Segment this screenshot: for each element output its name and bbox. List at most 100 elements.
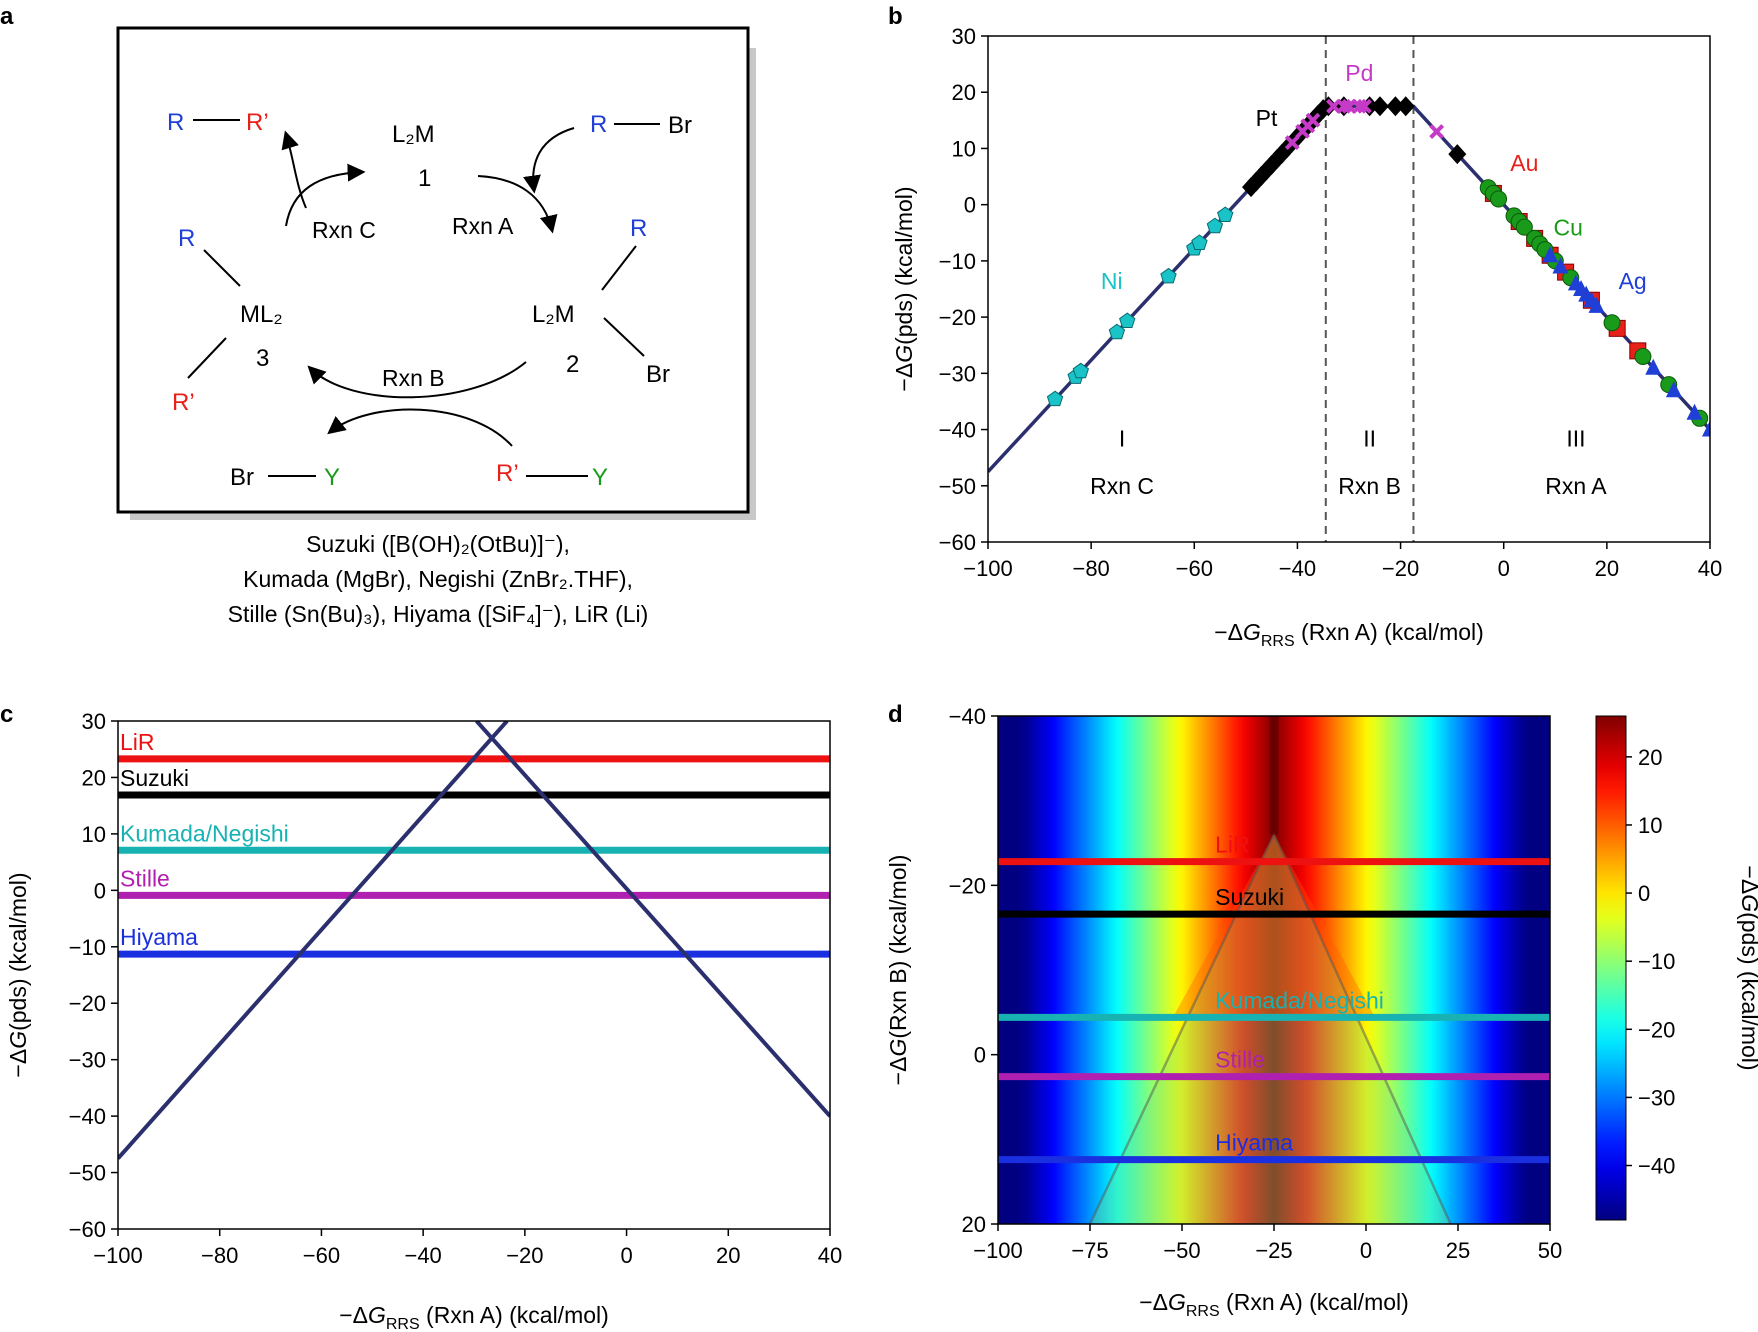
x-axis-label: −ΔGRRS (Rxn A) (kcal/mol) — [339, 1302, 609, 1332]
chart-d-frame — [997, 715, 1551, 1225]
series-label-Pt: Pt — [1256, 105, 1278, 131]
point-Ag — [1665, 381, 1682, 398]
region-roman: III — [1566, 425, 1585, 451]
point-Ni — [1046, 390, 1064, 407]
point-Cu — [1634, 347, 1652, 365]
y-tick-label: −30 — [939, 361, 976, 386]
y-tick-label: 30 — [952, 24, 976, 49]
hline-label-LiR: LiR — [120, 729, 155, 755]
y-tick-label: −50 — [939, 474, 976, 499]
point-Pd — [1429, 124, 1445, 139]
x-tick-label: −25 — [1255, 1238, 1292, 1263]
point-Ni — [1217, 206, 1234, 223]
rxnC-label: Rxn C — [312, 217, 376, 243]
y-axis-label: −ΔG(Rxn B) (kcal/mol) — [885, 855, 911, 1086]
colorbar-tick-label: −10 — [1638, 949, 1675, 974]
y-tick-label: 20 — [82, 765, 106, 790]
label-G: G — [891, 345, 917, 363]
label-G: G — [368, 1302, 386, 1328]
region-rxn: Rxn B — [1338, 473, 1401, 499]
hline-label-Kumada/Negishi: Kumada/Negishi — [120, 820, 289, 846]
rxnB-label: Rxn B — [382, 365, 445, 391]
colorbar-tick-label: −40 — [1638, 1154, 1675, 1179]
point-Pt — [1319, 96, 1338, 117]
series-label-Pd: Pd — [1345, 60, 1373, 86]
y-tick-label: −20 — [949, 873, 986, 898]
hline-label-Hiyama: Hiyama — [1215, 1130, 1293, 1156]
y-tick-label: −60 — [69, 1217, 106, 1242]
x-tick-label: −80 — [201, 1243, 238, 1268]
x-tick-label: −100 — [973, 1238, 1023, 1263]
R-label: R — [590, 111, 607, 138]
label-G: G — [1243, 619, 1261, 645]
L2M-2-label: L₂M — [532, 301, 575, 328]
y-tick-label: −40 — [69, 1104, 106, 1129]
y-tick-label: −30 — [69, 1048, 106, 1073]
y-tick-label: −10 — [69, 935, 106, 960]
x-tick-label: 25 — [1446, 1238, 1470, 1263]
x-tick-label: −80 — [1072, 556, 1109, 581]
y-tick-label: −50 — [69, 1161, 106, 1186]
point-Ni — [1160, 267, 1177, 284]
hline-label-Kumada/Negishi: Kumada/Negishi — [1215, 987, 1384, 1013]
x-tick-label: −40 — [404, 1243, 441, 1268]
y-tick-label: 0 — [94, 878, 106, 903]
colorbar-tick-label: 20 — [1638, 745, 1662, 770]
point-Pd — [1357, 98, 1372, 114]
colorbar — [1595, 715, 1627, 1221]
compound-3-number: 3 — [256, 345, 269, 372]
label-prefix: −Δ — [1214, 619, 1243, 645]
rxnA-label: Rxn A — [452, 213, 514, 239]
series-Ni — [1046, 206, 1234, 407]
arrow-rxnC-to-1 — [285, 163, 366, 227]
arrow-rxnB — [307, 361, 527, 399]
point-Cu — [1515, 218, 1533, 236]
panel-d: d LiR Suzuki Kumada/Negishi Stille Hiyama −10… — [885, 701, 1758, 1320]
colorbar-tick-label: 0 — [1638, 881, 1650, 906]
label-rest: (pds) (kcal/mol) — [5, 872, 31, 1030]
label-G: G — [885, 1039, 911, 1057]
plot-area-b — [988, 36, 1710, 542]
caption-line-3: Stille (Sn(Bu)₃), Hiyama ([SiF₄]⁻), LiR … — [228, 601, 649, 627]
x-tick-label: −20 — [1382, 556, 1419, 581]
hline-label-Suzuki: Suzuki — [120, 765, 189, 791]
caption-line-1: Suzuki ([B(OH)₂(OtBu)]⁻), — [306, 531, 570, 557]
panel-label-a: a — [0, 3, 14, 30]
point-Ni — [1206, 217, 1224, 234]
plot-area-d — [998, 716, 1550, 1224]
compound-2-number: 2 — [566, 351, 579, 378]
panel-label-d: d — [888, 701, 903, 728]
point-Ag — [1588, 296, 1605, 313]
point-Pt — [1370, 96, 1389, 117]
panel-a: a R R’ L₂M 1 R Br Rxn C Rxn A R ML₂ 3 R’… — [0, 3, 756, 627]
panel-label-b: b — [888, 3, 903, 30]
x-tick-label: 0 — [1498, 556, 1510, 581]
arrow-RBr-in — [523, 127, 575, 194]
Br-label: Br — [646, 361, 670, 388]
point-Ag — [1542, 246, 1559, 263]
point-Pd — [1284, 135, 1300, 150]
chart-c: −100 −80 −60 −40 −20 0 20 40−60−50−40−30−20−100… — [5, 709, 842, 1332]
caption-line-2: Kumada (MgBr), Negishi (ZnBr₂.THF), — [243, 566, 633, 592]
series-Ag — [1542, 246, 1710, 437]
x-tick-label: −50 — [1163, 1238, 1200, 1263]
series-Cu — [1479, 179, 1709, 427]
point-Ag — [1686, 403, 1703, 420]
point-Ag — [1645, 358, 1662, 375]
label-G: G — [1737, 894, 1758, 912]
y-tick-label: 0 — [974, 1043, 986, 1068]
x-tick-label: −100 — [963, 556, 1013, 581]
point-Ni — [1108, 323, 1126, 340]
label-rest: (Rxn A) (kcal/mol) — [1220, 1289, 1409, 1315]
y-tick-label: −10 — [939, 249, 976, 274]
x-tick-label: −100 — [93, 1243, 143, 1268]
region-rxn: Rxn A — [1545, 473, 1607, 499]
y-tick-label: −20 — [69, 991, 106, 1016]
ridge — [1269, 716, 1279, 835]
series-label-Ni: Ni — [1101, 268, 1123, 294]
x-tick-label: −60 — [303, 1243, 340, 1268]
scheme-box — [116, 26, 750, 514]
x-tick-label: −60 — [1176, 556, 1213, 581]
panel-label-c: c — [0, 701, 13, 728]
panel-c: c −100 −80 −60 −40 −20 0 20 40−60−50−40−30−20−1… — [0, 701, 842, 1332]
